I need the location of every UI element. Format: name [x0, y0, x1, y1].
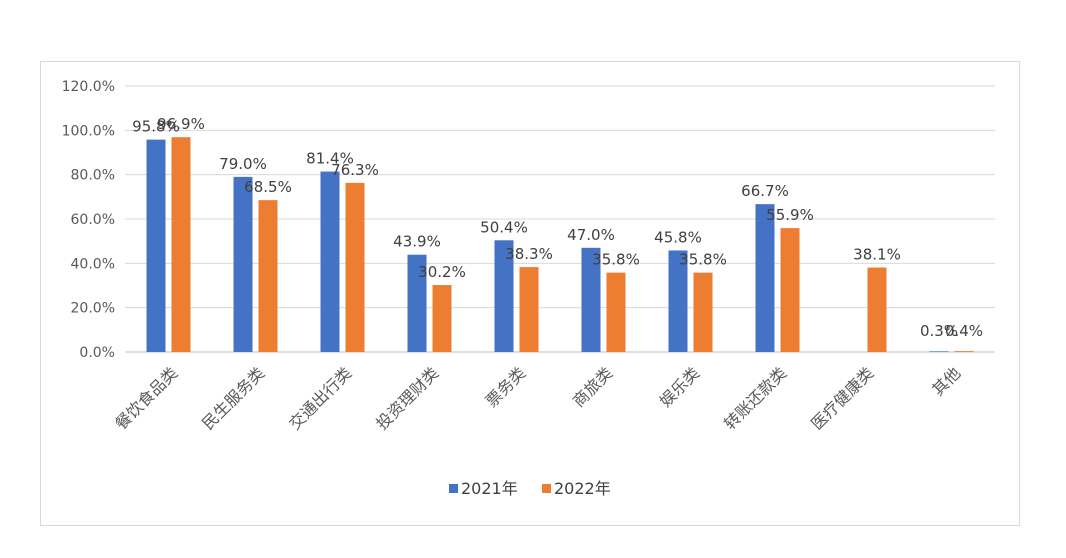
x-category-label: 民生服务类: [198, 363, 268, 433]
data-label: 43.9%: [393, 233, 441, 251]
bar-2022年-民生服务类: [258, 200, 278, 352]
data-label: 0.4%: [945, 322, 983, 340]
y-tick-label: 40.0%: [71, 256, 115, 272]
bar-2021年-投资理财类: [407, 254, 427, 352]
chart-container: 0.0% 20.0% 40.0% 60.0% 80.0% 100.0% 120.0% 95.…: [40, 61, 1020, 526]
bar-2021年-票务类: [494, 240, 514, 352]
x-category-label: 餐饮食品类: [111, 363, 181, 433]
bar-2022年-票务类: [519, 267, 539, 352]
x-category-label: 医疗健康类: [807, 363, 877, 433]
x-category-label: 票务类: [482, 363, 529, 410]
x-category-label: 商旅类: [569, 363, 616, 410]
bar-2021年-民生服务类: [233, 176, 253, 352]
data-label: 79.0%: [219, 155, 267, 173]
data-label: 30.2%: [418, 263, 466, 281]
gridlines: [125, 85, 995, 353]
data-label: 66.7%: [741, 182, 789, 200]
legend-swatch-1: [542, 484, 551, 493]
bar-2022年-转账还款类: [780, 228, 800, 352]
bar-2021年-转账还款类: [755, 204, 775, 352]
bars: [146, 137, 974, 352]
data-label: 35.8%: [679, 251, 727, 269]
data-label: 38.3%: [505, 245, 553, 263]
bar-2022年-其他: [954, 351, 974, 352]
data-label: 38.1%: [853, 246, 901, 264]
bar-2021年-餐饮食品类: [146, 139, 166, 352]
y-tick-label: 120.0%: [62, 79, 115, 95]
bar-2021年-其他: [929, 351, 949, 352]
data-label: 50.4%: [480, 218, 528, 236]
data-label: 95.8%: [132, 118, 180, 136]
y-tick-label: 0.0%: [79, 345, 115, 361]
y-tick-label: 100.0%: [62, 123, 115, 139]
data-label: 0.3%: [920, 322, 958, 340]
y-axis-ticks: 0.0% 20.0% 40.0% 60.0% 80.0% 100.0% 120.0%: [62, 79, 115, 361]
y-tick-label: 60.0%: [71, 212, 115, 228]
x-category-label: 转账还款类: [720, 363, 790, 433]
bar-2021年-商旅类: [581, 247, 601, 352]
legend-label: 2021年: [461, 479, 518, 498]
data-label: 47.0%: [567, 226, 615, 244]
x-axis-categories: 餐饮食品类 民生服务类 交通出行类 投资理财类 票务类 商旅类 娱乐类 转账还款类 医疗健康类 其…: [111, 363, 964, 433]
data-label: 81.4%: [306, 150, 354, 168]
bar-2022年-医疗健康类: [867, 267, 887, 352]
legend-label: 2022年: [554, 479, 611, 498]
data-label: 35.8%: [592, 251, 640, 269]
bar-2022年-商旅类: [606, 272, 626, 352]
data-label: 68.5%: [244, 178, 292, 196]
x-category-label: 交通出行类: [285, 363, 355, 433]
data-label: 76.3%: [331, 161, 379, 179]
data-label: 55.9%: [766, 206, 814, 224]
legend: 2021年 2022年: [449, 479, 611, 498]
legend-swatch-0: [449, 484, 458, 493]
bar-2022年-餐饮食品类: [171, 137, 191, 352]
x-category-label: 投资理财类: [372, 363, 442, 433]
y-tick-label: 20.0%: [71, 301, 115, 317]
bar-2022年-娱乐类: [693, 272, 713, 352]
data-label: 96.9%: [157, 115, 205, 133]
x-category-label: 娱乐类: [656, 363, 703, 410]
bar-2021年-交通出行类: [320, 171, 340, 352]
bar-2022年-交通出行类: [345, 182, 365, 352]
bar-chart: 0.0% 20.0% 40.0% 60.0% 80.0% 100.0% 120.0% 95.…: [62, 79, 995, 498]
x-category-label: 其他: [928, 363, 964, 399]
bar-2022年-投资理财类: [432, 285, 452, 352]
y-tick-label: 80.0%: [71, 168, 115, 184]
data-label: 45.8%: [654, 228, 702, 246]
bar-2021年-娱乐类: [668, 250, 688, 352]
data-labels: 95.8%96.9% 79.0% 68.5% 81.4%76.3% 43.9% 30.2%…: [132, 115, 983, 340]
